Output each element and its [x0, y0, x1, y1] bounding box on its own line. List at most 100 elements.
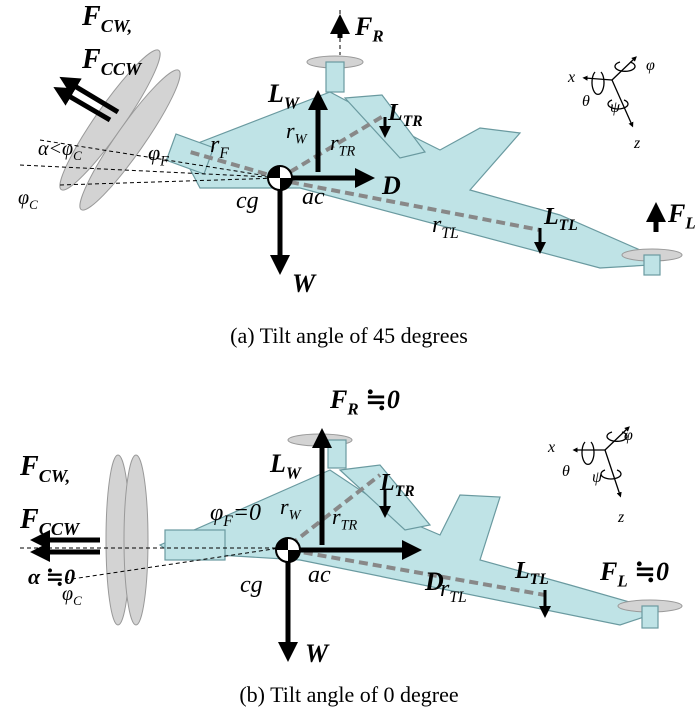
label: ac	[308, 562, 331, 588]
label: z	[617, 509, 625, 526]
label: x	[567, 69, 575, 86]
label-sub: TR	[395, 483, 415, 500]
label: W	[305, 639, 330, 668]
label-sub: F	[218, 145, 229, 162]
caption: (b) Tilt angle of 0 degree	[239, 682, 458, 707]
label-sub: TL	[449, 589, 466, 606]
label-base: L	[514, 558, 530, 584]
label-base: L	[387, 100, 403, 126]
label-base: L	[267, 79, 284, 108]
panel-b-drawing	[20, 428, 682, 652]
label-base: θ	[562, 463, 570, 480]
label-sub: W	[286, 464, 303, 483]
label: LTR	[387, 100, 423, 130]
label-base: x	[547, 439, 555, 456]
label-base: θ	[582, 93, 590, 110]
label-sub: CW,	[39, 466, 71, 486]
label: cg	[240, 572, 263, 598]
label: LW	[269, 449, 303, 483]
label-base: φ	[148, 140, 160, 165]
label-base: F	[354, 12, 372, 41]
label-sub: CW,	[101, 16, 133, 36]
label-sub: W	[284, 94, 301, 113]
label: FCCW	[19, 504, 81, 539]
label-base: W	[292, 269, 317, 298]
label-sub: F	[222, 513, 233, 530]
label-sub: W	[289, 508, 302, 524]
label: θ	[562, 463, 570, 480]
label-tail: =0	[233, 500, 261, 526]
label: FR	[354, 12, 384, 46]
label-base: x	[567, 69, 575, 86]
label-base: ψ	[592, 469, 603, 486]
label: φF=0	[210, 500, 261, 530]
label: φC	[62, 583, 82, 608]
label-base: W	[305, 639, 330, 668]
label-base: F	[19, 451, 39, 482]
label-base: L	[543, 204, 559, 230]
label-sub: R	[346, 400, 358, 419]
label-sub: C	[29, 197, 38, 212]
label: FL	[667, 199, 696, 233]
label-tail: ≒0	[359, 385, 400, 414]
label: FR ≒0	[329, 385, 400, 419]
label-sub: TR	[403, 113, 423, 130]
label: FCW,	[81, 1, 132, 36]
label-base: F	[667, 199, 685, 228]
label-sub: W	[295, 132, 308, 148]
label-base: cg	[236, 188, 259, 214]
label-base: φ	[18, 187, 29, 209]
label: D	[381, 171, 401, 200]
label: LTR	[379, 470, 415, 500]
label: ψ	[592, 469, 603, 486]
label: x	[547, 439, 555, 456]
label-base: L	[269, 449, 286, 478]
label-sub: TL	[441, 225, 458, 242]
label: z	[633, 135, 641, 152]
label: FL ≒0	[599, 557, 669, 591]
label-base: φ	[62, 583, 73, 605]
label-sub: F	[159, 154, 169, 170]
label-base: ac	[302, 184, 325, 210]
label-base: z	[617, 509, 625, 526]
label: φ	[646, 57, 655, 74]
label: FCW,	[19, 451, 70, 486]
label-sub: TR	[341, 518, 358, 534]
label-sub: CCW	[101, 59, 143, 79]
label: FCCW	[81, 44, 143, 79]
label-base: φ	[624, 427, 633, 444]
label-base: z	[633, 135, 641, 152]
label-base: D	[381, 171, 401, 200]
label: cg	[236, 188, 259, 214]
label: θ	[582, 93, 590, 110]
label-sub: C	[73, 593, 82, 608]
label: ψ	[610, 99, 621, 116]
figure: (a) Tilt angle of 45 degrees (b) Tilt an…	[0, 0, 699, 722]
label-sub: L	[616, 572, 627, 591]
label-sub: TL	[559, 217, 578, 234]
label-base: F	[19, 504, 39, 535]
label-base: cg	[240, 572, 263, 598]
label-base: ac	[308, 562, 331, 588]
label: LTL	[543, 204, 578, 234]
label-sub: CCW	[39, 519, 81, 539]
label: φ	[624, 427, 633, 444]
caption: (a) Tilt angle of 45 degrees	[230, 323, 468, 348]
label: LTL	[514, 558, 549, 588]
label-base: ψ	[610, 99, 621, 116]
label-base: φ	[646, 57, 655, 74]
label-sub: R	[371, 27, 383, 46]
panel-a-drawing	[20, 10, 682, 275]
label-sub: C	[73, 148, 82, 163]
label: W	[292, 269, 317, 298]
label-base: α<φ	[38, 138, 73, 160]
label: ac	[302, 184, 325, 210]
label-base: F	[81, 1, 101, 32]
label-tail: ≒0	[628, 557, 669, 586]
label-sub: TL	[530, 571, 549, 588]
label-sub: L	[684, 214, 695, 233]
label-base: F	[81, 44, 101, 75]
label-base: L	[379, 470, 395, 496]
label: φC	[18, 187, 38, 212]
label-base: F	[599, 557, 617, 586]
